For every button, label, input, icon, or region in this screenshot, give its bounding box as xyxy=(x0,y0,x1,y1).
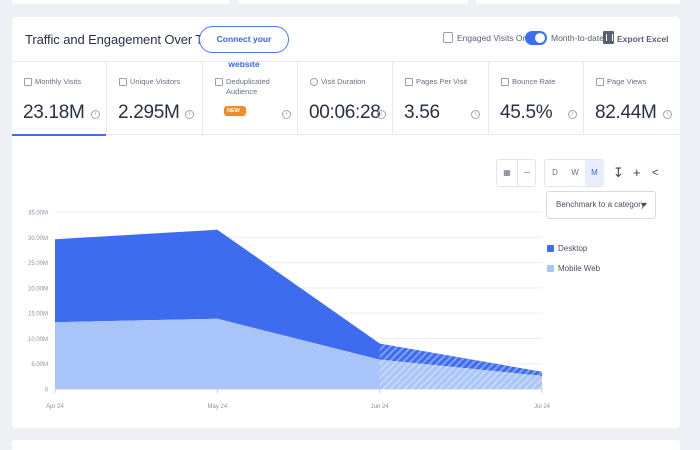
metric-label: Visit Duration xyxy=(321,77,366,86)
metric-unique-visitors[interactable]: Unique Visitors 2.295M i xyxy=(107,62,203,135)
page-views-icon xyxy=(596,78,604,86)
metric-value: 82.44M xyxy=(595,102,657,123)
y-tick-label: 25.00M xyxy=(28,261,48,267)
granularity-month[interactable]: M xyxy=(585,160,604,186)
top-strip-block xyxy=(476,0,680,4)
person-icon xyxy=(119,78,127,86)
granularity-week[interactable]: W xyxy=(571,168,579,177)
x-tick-label: May 24 xyxy=(207,404,227,410)
calendar-icon xyxy=(24,78,32,86)
granularity-day[interactable]: D xyxy=(552,168,558,177)
metric-value: 3.56 xyxy=(404,102,440,123)
x-tick-label: Jul 24 xyxy=(534,404,551,410)
y-tick-label: 20.00M xyxy=(28,286,48,292)
metric-visit-duration[interactable]: Visit Duration 00:06:28 i xyxy=(298,62,393,135)
chevron-down-icon xyxy=(641,203,647,207)
export-excel-button[interactable]: Export Excel xyxy=(617,34,669,44)
info-icon[interactable]: i xyxy=(471,110,480,119)
y-tick-label: 0 xyxy=(45,388,49,394)
y-tick-label: 10.00M xyxy=(28,337,48,343)
metric-value: 45.5% xyxy=(500,102,553,123)
y-tick-label: 30.00M xyxy=(28,236,48,242)
y-tick-label: 35.00M xyxy=(28,211,48,217)
metric-pages-per-visit[interactable]: Pages Per Visit 3.56 i xyxy=(393,62,489,135)
new-badge: NEW xyxy=(224,106,246,116)
month-to-date-label: Month-to-date xyxy=(551,33,604,43)
line-chart-type-icon[interactable]: ∽ xyxy=(517,160,536,186)
x-tick-label: Apr 24 xyxy=(46,404,64,410)
metric-deduplicated-audience[interactable]: Deduplicated Audience i xyxy=(203,62,298,135)
info-icon[interactable]: i xyxy=(663,110,672,119)
bottom-strip xyxy=(12,440,680,450)
desktop-area xyxy=(55,229,542,376)
checkbox-icon xyxy=(547,245,554,252)
y-tick-label: 5.00M xyxy=(31,362,48,368)
legend-label: Desktop xyxy=(558,244,588,253)
metric-value: 00:06:28 xyxy=(309,102,381,123)
metric-label: Monthly Visits xyxy=(35,77,82,86)
info-icon[interactable]: i xyxy=(91,110,100,119)
x-tick-label: Jun 24 xyxy=(371,404,390,410)
bar-chart-type-icon[interactable]: ▦ xyxy=(503,168,511,177)
benchmark-dropdown[interactable]: Benchmark to a category xyxy=(546,191,656,219)
checkbox-icon xyxy=(547,265,554,272)
download-icon[interactable]: ↧ xyxy=(613,165,624,180)
pages-icon xyxy=(405,78,413,86)
top-strip-block xyxy=(238,0,468,4)
partial-month-hatch xyxy=(379,343,542,389)
metric-label: Bounce Rate xyxy=(512,77,556,86)
connect-website-button[interactable]: Connect your website xyxy=(199,26,289,69)
card-header: Traffic and Engagement Over Time Connect… xyxy=(12,17,680,69)
benchmark-label: Benchmark to a category xyxy=(556,200,645,209)
top-strip xyxy=(0,0,700,6)
bounce-icon xyxy=(501,78,509,86)
metric-bounce-rate[interactable]: Bounce Rate 45.5% i xyxy=(489,62,584,135)
metric-value: 2.295M xyxy=(118,102,180,123)
y-tick-label: 15.00M xyxy=(28,312,48,318)
engaged-visits-label: Engaged Visits Only xyxy=(457,33,534,43)
metric-label: Unique Visitors xyxy=(130,77,181,86)
info-icon[interactable]: i xyxy=(568,110,577,119)
granularity-group: D W M xyxy=(544,159,604,187)
info-icon[interactable]: i xyxy=(377,110,386,119)
people-icon xyxy=(215,78,223,86)
month-to-date-toggle[interactable] xyxy=(525,31,547,45)
metrics-bar: Monthly Visits 23.18M i Unique Visitors … xyxy=(12,61,680,136)
metric-label: Page Views xyxy=(607,77,647,86)
excel-icon[interactable] xyxy=(603,31,614,44)
add-icon[interactable]: + xyxy=(633,165,641,180)
chart-type-group: ▦ ∽ xyxy=(496,159,536,187)
info-icon[interactable]: i xyxy=(185,110,194,119)
info-icon[interactable]: i xyxy=(282,110,291,119)
metric-label: Pages Per Visit xyxy=(416,77,468,86)
metric-monthly-visits[interactable]: Monthly Visits 23.18M i xyxy=(12,62,107,136)
metric-page-views[interactable]: Page Views 82.44M i xyxy=(584,62,680,135)
top-strip-block xyxy=(12,0,230,4)
clock-icon xyxy=(310,78,318,86)
card-title: Traffic and Engagement Over Time xyxy=(25,32,224,47)
legend-label: Mobile Web xyxy=(558,264,601,273)
metric-value: 23.18M xyxy=(23,102,85,123)
share-icon[interactable]: < xyxy=(652,167,659,179)
engaged-visits-checkbox[interactable] xyxy=(443,32,453,43)
metric-label: Deduplicated Audience xyxy=(226,77,270,96)
